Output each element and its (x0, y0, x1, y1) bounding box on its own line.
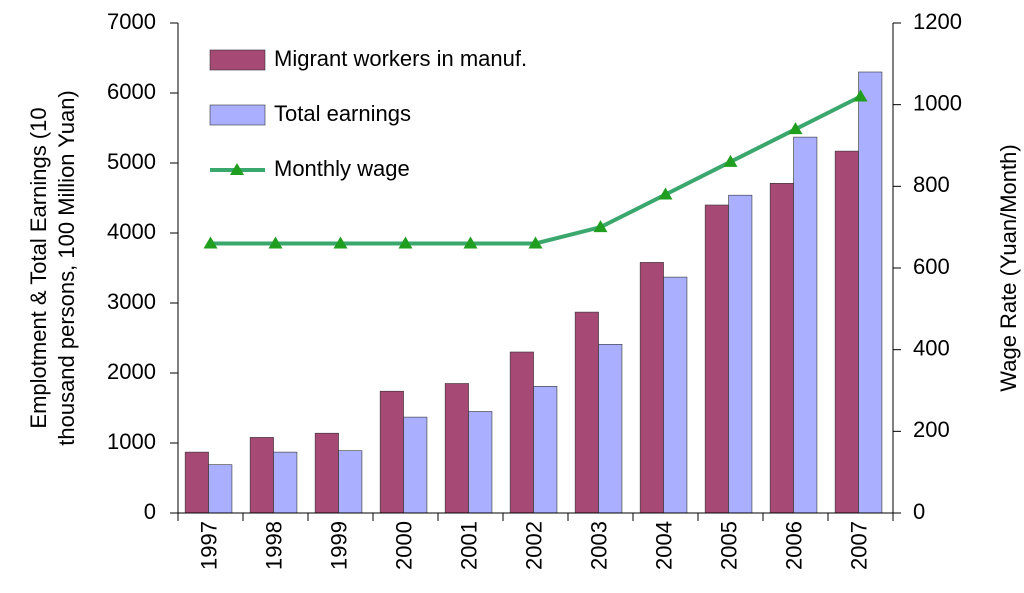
bar (704, 204, 729, 514)
x-tick-label: 2003 (586, 521, 611, 570)
x-tick-label: 2006 (781, 521, 806, 570)
bar (574, 311, 599, 514)
legend-label: Total earnings (274, 101, 411, 126)
y-tick-label: 0 (144, 499, 156, 524)
y-axis-label-line: Emplotment & Total Earnings (10 (26, 107, 51, 428)
x-tick-label: 2004 (651, 521, 676, 570)
x-tick-label: 1999 (326, 521, 351, 570)
y-tick-label: 5000 (107, 149, 156, 174)
bar (598, 343, 623, 514)
line-marker (203, 236, 218, 249)
y-axis-label-line: thousand persons, 100 Million Yuan) (54, 90, 79, 446)
bar (249, 437, 274, 514)
y-tick-label: 1000 (107, 429, 156, 454)
x-tick-label: 2005 (716, 521, 741, 570)
bar (379, 390, 404, 514)
y-tick-label: 6000 (107, 79, 156, 104)
legend-label: Migrant workers in manuf. (274, 46, 527, 71)
y2-tick-label: 0 (913, 499, 925, 524)
bar (639, 262, 664, 514)
bar (793, 136, 818, 514)
y2-tick-label: 400 (913, 335, 950, 360)
y2-tick-label: 1200 (913, 9, 962, 34)
y2-axis-label: Wage Rate (Yuan/Month) (996, 144, 1021, 391)
x-tick-label: 2007 (846, 521, 871, 570)
y-tick-label: 4000 (107, 219, 156, 244)
legend-label: Monthly wage (274, 156, 410, 181)
bar (834, 150, 859, 514)
y-axis-label: Emplotment & Total Earnings (10 thousand … (26, 90, 79, 446)
line-marker (853, 89, 868, 102)
bar (184, 451, 209, 514)
y-tick-label: 2000 (107, 359, 156, 384)
x-tick-label: 2000 (391, 521, 416, 570)
bar (769, 183, 794, 514)
bar (663, 276, 688, 514)
x-tick-label: 1998 (261, 521, 286, 570)
bar (728, 194, 753, 514)
x-tick-label: 1997 (196, 521, 221, 570)
bar (509, 351, 534, 514)
bar (468, 411, 493, 514)
line-marker (593, 220, 608, 233)
bar (208, 464, 233, 514)
y-tick-label: 7000 (107, 9, 156, 34)
legend-swatch (209, 49, 266, 71)
line-marker (528, 236, 543, 249)
y2-tick-label: 1000 (913, 90, 962, 115)
bar (403, 416, 428, 514)
line-marker (268, 236, 283, 249)
bar (533, 385, 558, 514)
bar (444, 383, 469, 514)
line-marker (333, 236, 348, 249)
y2-tick-label: 800 (913, 172, 950, 197)
line-marker (723, 154, 738, 167)
line-marker (658, 187, 673, 200)
x-tick-label: 2001 (456, 521, 481, 570)
y-tick-label: 3000 (107, 289, 156, 314)
bar (858, 71, 883, 514)
line-marker (788, 122, 803, 135)
line-marker (463, 236, 478, 249)
bar (314, 432, 339, 514)
bar (338, 450, 363, 514)
y2-tick-label: 200 (913, 417, 950, 442)
x-tick-label: 2002 (521, 521, 546, 570)
line-marker (398, 236, 413, 249)
bar (273, 451, 298, 514)
y2-tick-label: 600 (913, 254, 950, 279)
legend-marker (230, 163, 244, 175)
legend-swatch (209, 104, 266, 126)
